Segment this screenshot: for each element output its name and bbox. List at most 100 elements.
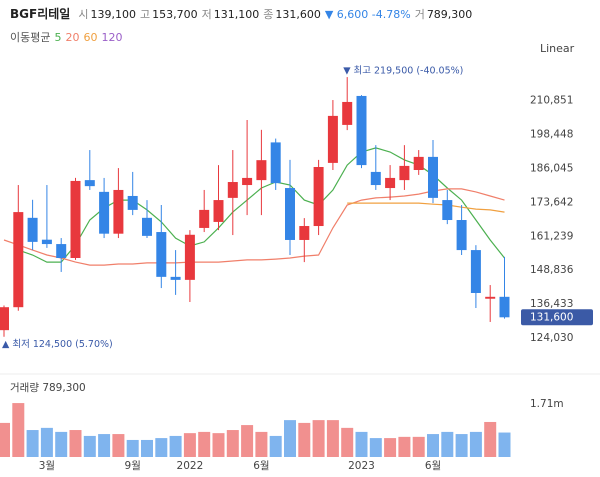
candle-body bbox=[27, 217, 38, 242]
y-tick-label: 136,433 bbox=[530, 298, 573, 310]
volume-tick-label: 1.71m bbox=[530, 398, 564, 410]
candle-body bbox=[370, 171, 381, 186]
candle-body bbox=[84, 180, 95, 187]
volume-bar bbox=[55, 431, 68, 457]
high-annotation: ▼ 최고 219,500 (-40.05%) bbox=[343, 66, 463, 77]
volume-bar bbox=[284, 420, 296, 457]
candle-body bbox=[0, 307, 9, 331]
y-tick-label: 186,045 bbox=[530, 163, 573, 175]
header: BGF리테일 시 139,100 고 153,700 저 131,100 종 131,600 ▼ … bbox=[10, 5, 472, 22]
volume-bar bbox=[312, 420, 325, 457]
header-label: 종 bbox=[263, 8, 274, 21]
candle-body bbox=[41, 239, 52, 245]
ma-line bbox=[347, 202, 505, 213]
volume-bar bbox=[212, 433, 225, 457]
candle-body bbox=[127, 195, 138, 210]
y-tick-label: 210,851 bbox=[530, 95, 573, 107]
candle-body bbox=[470, 250, 481, 293]
volume-bar bbox=[183, 433, 196, 457]
ma-title: 이동평균 bbox=[10, 31, 51, 44]
candle-body bbox=[485, 296, 496, 299]
candle-body bbox=[56, 244, 67, 259]
volume-bar bbox=[226, 430, 239, 457]
volume-bar bbox=[155, 438, 168, 457]
candle-body bbox=[213, 200, 224, 222]
candle-body bbox=[256, 160, 267, 181]
ma-legend-item: 5 bbox=[54, 31, 62, 44]
stock-name: BGF리테일 bbox=[10, 7, 71, 21]
volume-bar bbox=[0, 422, 10, 457]
volume-bar bbox=[498, 432, 511, 457]
volume-bar bbox=[112, 434, 125, 457]
volume-bar bbox=[412, 436, 425, 457]
ma-line bbox=[3, 188, 505, 266]
header-label: 시 bbox=[78, 8, 89, 21]
header-label: 고 bbox=[139, 8, 151, 21]
candle-body bbox=[156, 232, 167, 277]
low-annotation: ▲ 최저 124,500 (5.70%) bbox=[2, 339, 113, 350]
ma-legend-item: 120 bbox=[101, 31, 123, 44]
candle-body bbox=[399, 165, 410, 181]
y-tick-label: 148,836 bbox=[530, 264, 574, 276]
scale-label: Linear bbox=[540, 42, 575, 55]
header-value: 131,100 bbox=[213, 8, 260, 21]
header-value: 153,700 bbox=[152, 8, 198, 21]
volume-bar bbox=[141, 439, 153, 457]
candle-body bbox=[70, 180, 81, 259]
volume-bar bbox=[12, 403, 25, 457]
candle-body bbox=[13, 212, 24, 308]
volume-bar bbox=[255, 431, 268, 457]
volume-bar bbox=[398, 436, 411, 457]
volume-bar bbox=[169, 435, 182, 457]
change: ▼ 6,600 -4.78% bbox=[324, 8, 411, 21]
volume-bar bbox=[427, 434, 439, 457]
candle-body bbox=[499, 296, 510, 318]
volume-bar bbox=[484, 421, 497, 457]
header-value: 131,600 bbox=[275, 8, 321, 21]
candle-body bbox=[299, 226, 310, 240]
x-tick-label: 3월 bbox=[39, 460, 55, 472]
volume-bar bbox=[369, 438, 382, 457]
candle-body bbox=[142, 217, 152, 236]
volume-bar bbox=[69, 430, 82, 457]
candle-body bbox=[342, 101, 353, 125]
candle-body bbox=[356, 95, 367, 166]
header-label: 저 bbox=[201, 8, 212, 21]
candle-body bbox=[270, 142, 281, 184]
candle-body bbox=[442, 200, 453, 221]
candle-body bbox=[313, 166, 324, 227]
x-tick-label: 6월 bbox=[253, 460, 269, 472]
volume-bar bbox=[269, 435, 282, 457]
volume-bar bbox=[198, 431, 211, 457]
volume-bar bbox=[384, 438, 397, 457]
ma-legend-item: 60 bbox=[83, 31, 98, 44]
volume-bar bbox=[341, 427, 354, 457]
ma-legend-item: 20 bbox=[65, 31, 80, 44]
volume-bar bbox=[40, 427, 53, 457]
candle-body bbox=[327, 115, 338, 163]
last-price-label: 131,600 bbox=[530, 311, 573, 323]
volume-bar bbox=[298, 422, 311, 457]
y-tick-label: 124,030 bbox=[530, 332, 573, 344]
candle-body bbox=[242, 177, 253, 186]
x-tick-label: 9월 bbox=[125, 460, 141, 472]
candle-body bbox=[285, 188, 295, 240]
candle-body bbox=[456, 220, 467, 251]
volume-bar bbox=[326, 420, 339, 457]
last-price-box bbox=[521, 309, 593, 326]
volume-title: 거래량 789,300 bbox=[10, 382, 86, 394]
ma-legend: 이동평균 5 20 60 120 bbox=[10, 29, 126, 45]
header-value: 789,300 bbox=[426, 8, 473, 21]
volume-bar bbox=[83, 435, 96, 457]
x-tick-label: 2022 bbox=[177, 460, 204, 472]
volume-bar bbox=[98, 434, 111, 457]
candle-body bbox=[170, 276, 181, 280]
header-label: 거 bbox=[414, 8, 425, 21]
x-tick-label: 2023 bbox=[348, 460, 375, 472]
candle-body bbox=[428, 156, 438, 198]
y-tick-label: 161,239 bbox=[530, 230, 573, 242]
volume-bar bbox=[355, 431, 368, 457]
candle-body bbox=[227, 182, 238, 198]
candle-body bbox=[99, 191, 110, 234]
